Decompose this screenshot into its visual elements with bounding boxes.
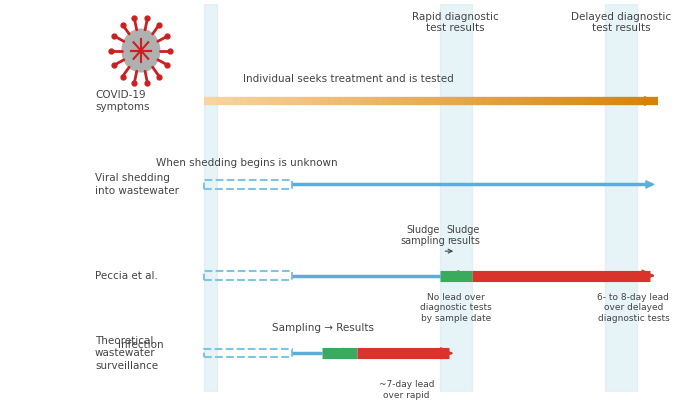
Text: Sludge
results: Sludge results	[447, 225, 479, 246]
Text: Theoretical
wastewater
surveillance: Theoretical wastewater surveillance	[95, 336, 158, 370]
Bar	[204, 4, 217, 392]
Text: Rapid diagnostic
test results: Rapid diagnostic test results	[412, 12, 499, 33]
Text: Peccia et al.: Peccia et al.	[95, 270, 158, 281]
Text: Infection: Infection	[118, 340, 164, 350]
Text: 6- to 8-day lead
over delayed
diagnostic tests: 6- to 8-day lead over delayed diagnostic…	[597, 293, 669, 323]
Text: Sampling → Results: Sampling → Results	[272, 323, 374, 333]
Ellipse shape	[122, 29, 160, 72]
Text: ~7-day lead
over rapid
diagnostic tests: ~7-day lead over rapid diagnostic tests	[371, 380, 443, 400]
Bar	[440, 4, 472, 392]
Text: When shedding begins is unknown: When shedding begins is unknown	[156, 158, 338, 168]
Bar	[604, 4, 637, 392]
Text: No lead over
diagnostic tests
by sample date: No lead over diagnostic tests by sample …	[420, 293, 492, 323]
Text: Individual seeks treatment and is tested: Individual seeks treatment and is tested	[243, 74, 453, 84]
Text: Delayed diagnostic
test results: Delayed diagnostic test results	[571, 12, 671, 33]
Text: COVID-19
symptoms: COVID-19 symptoms	[95, 90, 149, 112]
Text: Sludge
sampling: Sludge sampling	[401, 225, 445, 246]
Text: Viral shedding
into wastewater: Viral shedding into wastewater	[95, 173, 179, 196]
